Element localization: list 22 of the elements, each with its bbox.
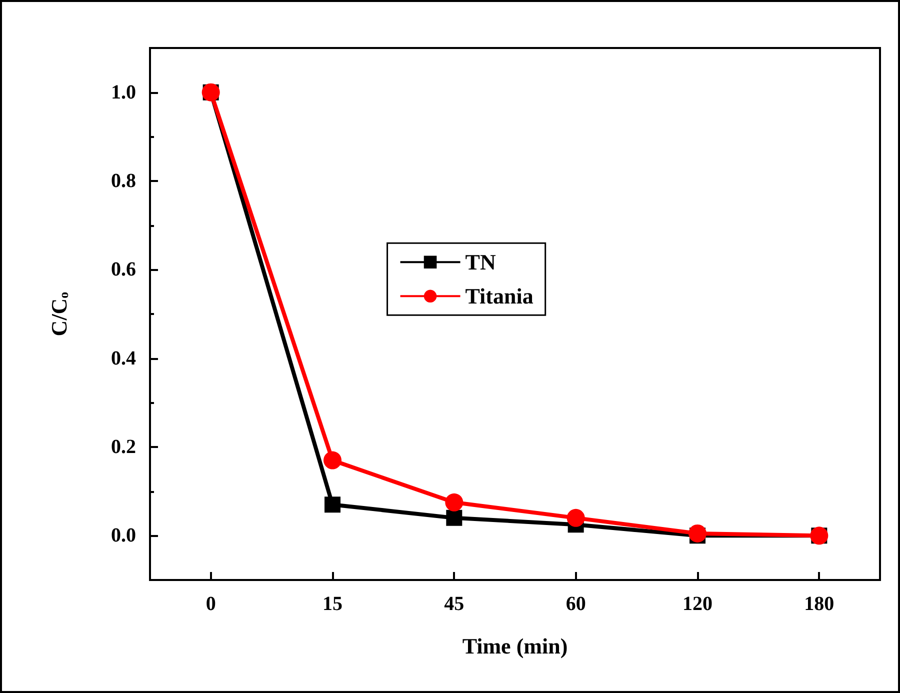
x-tick-label: 60 [566,593,586,615]
x-tick-label: 45 [444,593,464,615]
point [566,508,585,527]
y-tick-label: 0.2 [111,436,136,458]
x-axis-title: Time (min) [462,634,568,658]
x-tick-label: 15 [322,593,342,615]
x-tick-label: 120 [682,593,712,615]
y-tick-label: 0.6 [111,258,136,281]
y-tick-label: 0.0 [111,524,136,547]
y-tick-label: 1.0 [111,81,136,104]
point [324,451,342,470]
x-tick-label: 0 [206,593,216,615]
point [688,524,706,542]
y-tick-label: 0.4 [111,347,136,370]
legend-label: TN [465,250,496,275]
point [445,493,464,512]
point [324,496,340,513]
point [446,510,462,526]
y-axis-title: C/Co [46,292,72,336]
legend-label: Titania [465,284,534,309]
y-tick-label: 0.8 [111,170,136,192]
x-tick-label: 180 [804,593,834,615]
